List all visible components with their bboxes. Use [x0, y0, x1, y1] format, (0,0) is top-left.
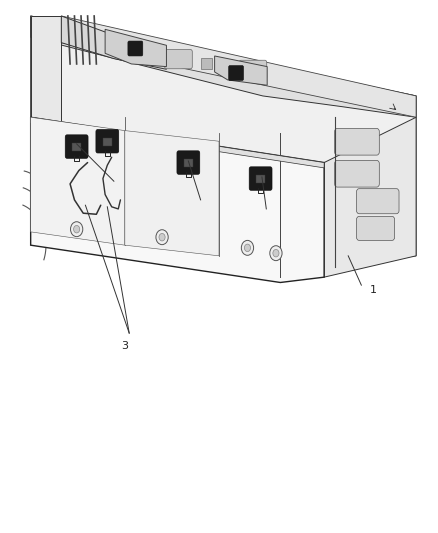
Text: 1: 1 [370, 286, 377, 295]
Text: 2: 2 [120, 179, 127, 189]
Circle shape [244, 244, 251, 252]
Text: 3: 3 [121, 341, 128, 351]
Polygon shape [31, 16, 416, 266]
Polygon shape [31, 117, 324, 168]
Text: 2: 2 [203, 199, 210, 208]
Bar [184, 159, 193, 167]
Circle shape [156, 230, 168, 245]
Polygon shape [105, 29, 166, 67]
Polygon shape [31, 16, 416, 117]
Text: 2: 2 [268, 207, 276, 216]
FancyBboxPatch shape [239, 60, 267, 79]
Polygon shape [31, 117, 125, 245]
Circle shape [71, 222, 83, 237]
Circle shape [241, 240, 254, 255]
FancyBboxPatch shape [357, 216, 395, 240]
Polygon shape [31, 16, 61, 203]
FancyBboxPatch shape [177, 151, 200, 174]
FancyBboxPatch shape [249, 167, 272, 190]
Polygon shape [324, 117, 416, 277]
FancyBboxPatch shape [165, 50, 192, 69]
Bar [256, 175, 265, 183]
Circle shape [159, 233, 165, 241]
Bar [103, 138, 112, 146]
Circle shape [74, 225, 80, 233]
Polygon shape [125, 131, 219, 256]
Bar [201, 58, 212, 69]
FancyBboxPatch shape [229, 66, 244, 80]
FancyBboxPatch shape [335, 128, 379, 155]
Polygon shape [61, 16, 166, 69]
Bar [72, 143, 81, 151]
Polygon shape [61, 16, 416, 117]
FancyBboxPatch shape [128, 41, 143, 56]
Circle shape [270, 246, 282, 261]
Circle shape [273, 249, 279, 257]
FancyBboxPatch shape [65, 135, 88, 158]
Polygon shape [215, 56, 267, 85]
Polygon shape [31, 117, 324, 282]
FancyBboxPatch shape [335, 160, 379, 187]
FancyBboxPatch shape [96, 130, 119, 153]
FancyBboxPatch shape [357, 189, 399, 214]
